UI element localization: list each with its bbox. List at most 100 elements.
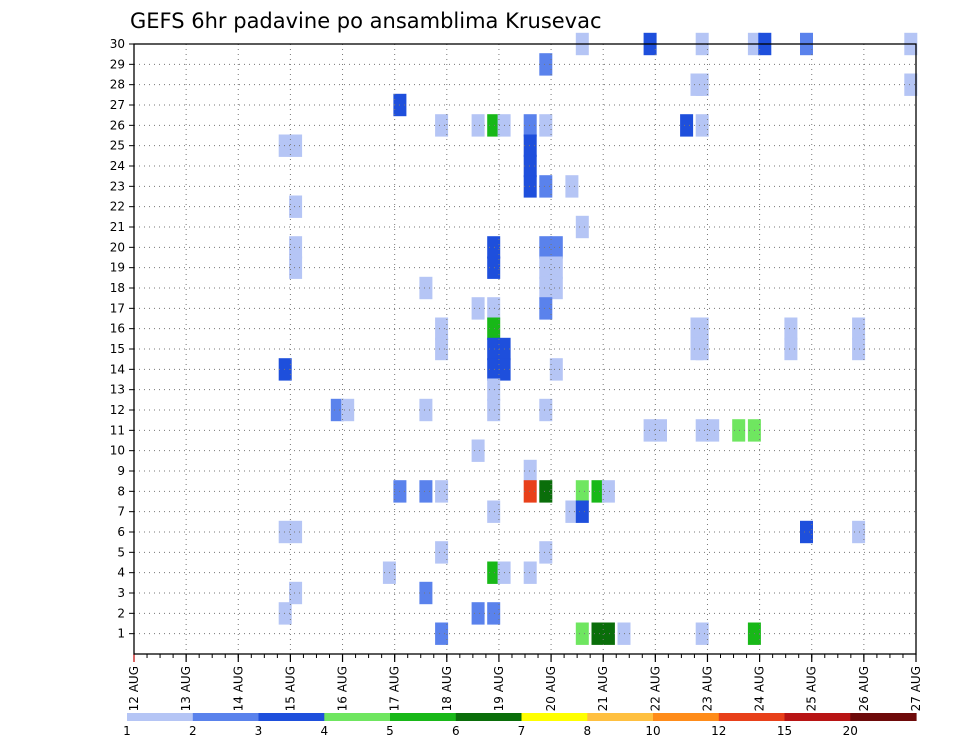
colorbar-swatch xyxy=(324,713,391,721)
precip-cell xyxy=(565,175,579,198)
colorbar-swatch xyxy=(850,713,917,721)
colorbar-swatch xyxy=(521,713,588,721)
colorbar-label: 20 xyxy=(843,724,858,738)
precip-cell xyxy=(523,114,537,137)
precip-cell xyxy=(800,520,813,544)
x-axis: 12 AUG 13 AUG 14 AUG 15 AUG 16 AUG 17 AUG 18 A… xyxy=(127,654,923,711)
precip-cell xyxy=(523,134,537,157)
y-tick-label: 7 xyxy=(117,505,125,519)
precip-cell xyxy=(419,480,433,503)
precip-cell xyxy=(471,439,485,462)
precip-cell xyxy=(784,337,798,361)
precip-cell xyxy=(523,459,537,483)
precip-cell xyxy=(565,500,579,523)
precip-cell xyxy=(523,480,537,503)
precip-cell xyxy=(330,398,344,422)
x-tick-label: 24 AUG xyxy=(753,666,767,711)
precip-cell xyxy=(289,256,303,279)
y-tick-label: 15 xyxy=(110,342,125,356)
colorbar-swatch xyxy=(258,713,325,721)
colorbar-label: 2 xyxy=(189,724,197,738)
x-tick-label: 16 AUG xyxy=(336,666,350,711)
precip-cell xyxy=(419,276,433,300)
y-tick-label: 23 xyxy=(110,179,125,193)
colorbar-label: 15 xyxy=(777,724,792,738)
grid-lines xyxy=(134,43,916,654)
precip-cell xyxy=(471,114,485,137)
precip-cell xyxy=(435,114,449,137)
precip-cell xyxy=(435,337,449,361)
precip-cell xyxy=(575,215,589,239)
precip-cell xyxy=(601,622,615,645)
precip-cell xyxy=(575,480,589,503)
colorbar-label: 6 xyxy=(452,724,460,738)
colorbar-swatch xyxy=(192,713,260,721)
y-tick-label: 6 xyxy=(117,525,125,539)
y-tick-label: 4 xyxy=(117,566,125,580)
precip-cell xyxy=(278,358,292,381)
precip-cell xyxy=(523,154,537,178)
precip-cell xyxy=(523,175,537,198)
precip-cell xyxy=(695,317,709,340)
y-tick-label: 13 xyxy=(110,383,125,397)
y-tick-label: 9 xyxy=(117,464,125,478)
precip-cell xyxy=(487,358,501,381)
x-tick-label: 27 AUG xyxy=(909,666,923,711)
y-tick-label: 1 xyxy=(117,627,125,641)
y-tick-label: 25 xyxy=(110,139,125,153)
x-tick-label: 17 AUG xyxy=(388,666,402,711)
precip-cell xyxy=(487,602,501,625)
precip-cell xyxy=(695,419,709,442)
precip-cell xyxy=(539,175,553,198)
precip-cell xyxy=(278,520,292,544)
precip-cell xyxy=(435,541,449,564)
precip-cell xyxy=(852,337,866,361)
y-tick-label: 22 xyxy=(110,200,125,214)
precip-cell xyxy=(695,73,709,96)
x-tick-label: 14 AUG xyxy=(231,666,245,711)
colorbar-swatch xyxy=(718,713,786,721)
precip-cell xyxy=(575,622,589,645)
precip-cell xyxy=(591,480,605,503)
precip-cell xyxy=(549,236,563,259)
colorbar-label: 8 xyxy=(583,724,591,738)
colorbar-label: 1 xyxy=(123,724,131,738)
precip-cell xyxy=(904,73,918,96)
y-tick-label: 29 xyxy=(110,57,125,71)
precip-cell xyxy=(289,236,303,259)
precip-cell xyxy=(539,53,553,76)
precip-cell xyxy=(487,317,501,340)
x-tick-label: 25 AUG xyxy=(805,666,819,711)
y-tick-label: 27 xyxy=(110,98,125,112)
precip-cell xyxy=(549,256,563,279)
colorbar-swatch xyxy=(455,713,523,721)
precip-cell xyxy=(539,541,553,564)
colorbar-swatch xyxy=(784,713,851,721)
precip-cell xyxy=(471,602,485,625)
y-tick-label: 11 xyxy=(110,423,125,437)
precip-cell xyxy=(575,500,589,523)
precip-cell xyxy=(549,276,563,300)
precip-cell xyxy=(487,500,501,523)
y-tick-label: 10 xyxy=(110,444,125,458)
precip-cell xyxy=(487,337,501,361)
precip-cell xyxy=(539,480,553,503)
colorbar: 1 2 3 4 5 6 7 8 10 12 15 20 xyxy=(123,713,917,738)
y-tick-label: 14 xyxy=(110,362,125,376)
precip-cell xyxy=(487,378,501,401)
precip-cell xyxy=(732,419,746,442)
x-tick-label: 20 AUG xyxy=(544,666,558,711)
precip-cell xyxy=(471,297,485,320)
y-tick-label: 24 xyxy=(110,159,125,173)
precip-cell xyxy=(435,622,449,645)
x-tick-label: 26 AUG xyxy=(857,666,871,711)
x-tick-label: 19 AUG xyxy=(492,666,506,711)
y-tick-label: 5 xyxy=(117,545,125,559)
precip-cell xyxy=(539,297,553,320)
data-cells xyxy=(278,32,918,645)
precip-cell xyxy=(289,134,303,157)
precip-cell xyxy=(435,317,449,340)
precip-cell xyxy=(706,419,720,442)
y-tick-label: 2 xyxy=(117,606,125,620)
